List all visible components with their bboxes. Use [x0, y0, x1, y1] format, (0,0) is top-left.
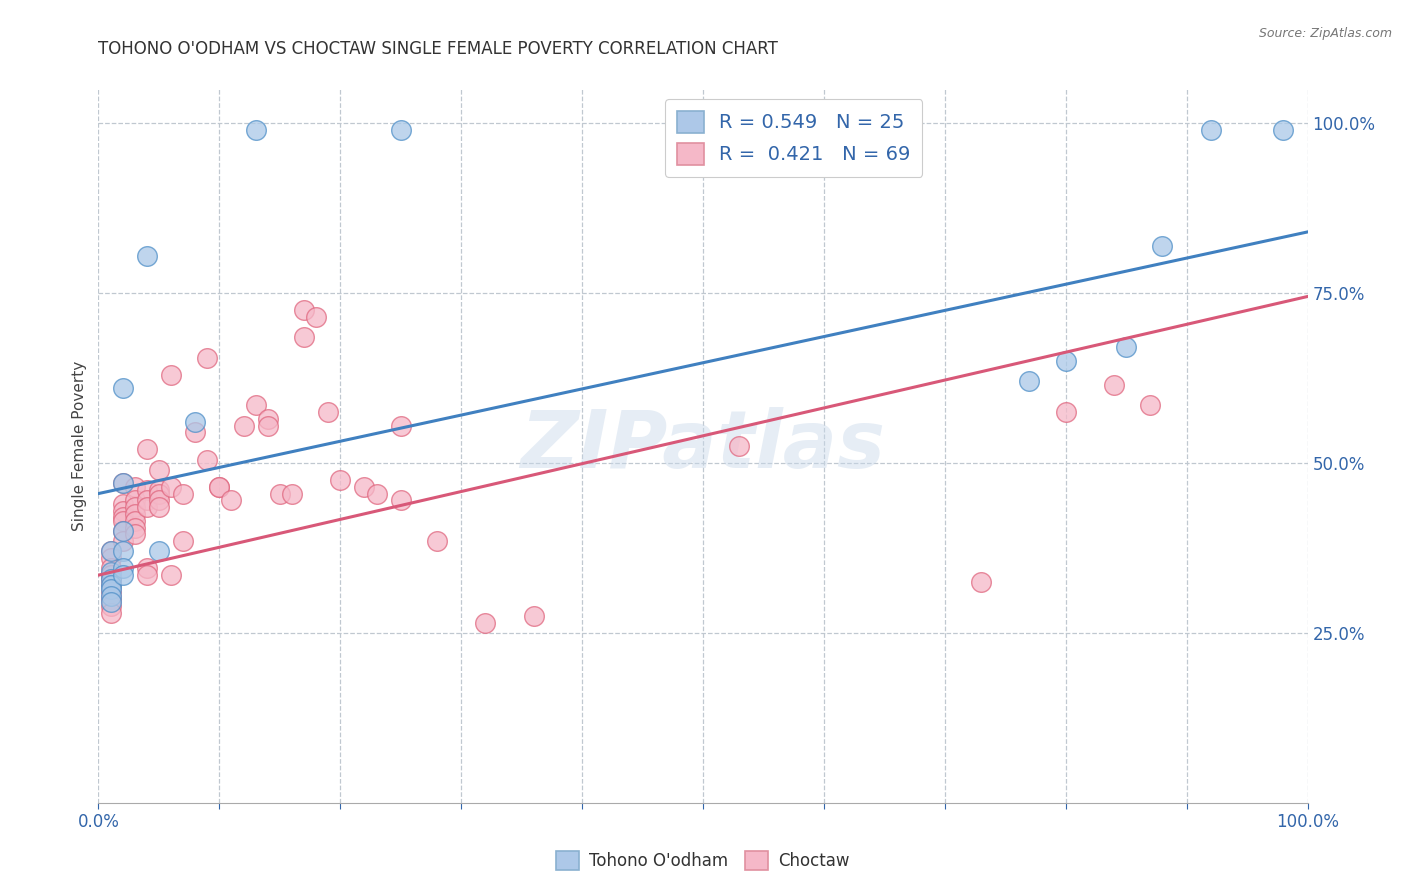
Point [135, 442, 157, 457]
Point [124, 527, 146, 541]
Point [135, 249, 157, 263]
Point [135, 561, 157, 575]
Point [100, 599, 122, 613]
Point [148, 483, 170, 498]
Point [1272, 123, 1295, 137]
Point [1054, 405, 1077, 419]
Point [172, 486, 194, 500]
Point [111, 497, 134, 511]
Point [100, 578, 122, 592]
Point [245, 398, 267, 412]
Point [172, 534, 194, 549]
Point [135, 568, 157, 582]
Point [100, 544, 122, 558]
Point [208, 480, 231, 494]
Point [148, 500, 170, 515]
Text: Source: ZipAtlas.com: Source: ZipAtlas.com [1258, 27, 1392, 40]
Point [1139, 398, 1161, 412]
Point [100, 589, 122, 603]
Point [160, 480, 183, 494]
Point [100, 551, 122, 566]
Point [111, 544, 134, 558]
Point [426, 534, 449, 549]
Point [111, 534, 134, 549]
Point [100, 561, 122, 575]
Point [111, 381, 134, 395]
Point [195, 351, 218, 365]
Point [474, 615, 496, 630]
Point [135, 493, 157, 508]
Point [305, 310, 328, 324]
Point [160, 368, 183, 382]
Point [111, 476, 134, 491]
Point [111, 524, 134, 538]
Point [135, 500, 157, 515]
Point [124, 507, 146, 521]
Point [135, 483, 157, 498]
Point [124, 520, 146, 534]
Point [1054, 354, 1077, 368]
Point [1115, 341, 1137, 355]
Y-axis label: Single Female Poverty: Single Female Poverty [72, 361, 87, 531]
Point [269, 486, 291, 500]
Text: ZIPatlas: ZIPatlas [520, 407, 886, 485]
Point [281, 486, 304, 500]
Point [195, 452, 218, 467]
Point [366, 486, 388, 500]
Point [100, 595, 122, 609]
Point [1102, 377, 1125, 392]
Point [256, 412, 278, 426]
Point [1018, 375, 1040, 389]
Point [124, 500, 146, 515]
Point [111, 503, 134, 517]
Point [873, 123, 896, 137]
Point [389, 493, 412, 508]
Point [100, 544, 122, 558]
Point [100, 585, 122, 599]
Point [100, 565, 122, 579]
Point [111, 510, 134, 524]
Point [111, 514, 134, 528]
Point [148, 544, 170, 558]
Point [1199, 123, 1222, 137]
Point [221, 493, 243, 508]
Point [100, 591, 122, 606]
Point [100, 568, 122, 582]
Point [389, 418, 412, 433]
Text: TOHONO O'ODHAM VS CHOCTAW SINGLE FEMALE POVERTY CORRELATION CHART: TOHONO O'ODHAM VS CHOCTAW SINGLE FEMALE … [98, 40, 779, 58]
Point [292, 303, 315, 318]
Point [232, 418, 254, 433]
Point [111, 476, 134, 491]
Point [148, 486, 170, 500]
Legend: Tohono O'odham, Choctaw: Tohono O'odham, Choctaw [550, 844, 856, 877]
Point [208, 480, 231, 494]
Point [148, 493, 170, 508]
Point [100, 572, 122, 586]
Point [124, 514, 146, 528]
Point [111, 568, 134, 582]
Point [256, 418, 278, 433]
Point [184, 425, 207, 440]
Point [100, 606, 122, 620]
Point [184, 415, 207, 429]
Point [353, 480, 375, 494]
Point [124, 493, 146, 508]
Point [316, 405, 339, 419]
Point [111, 524, 134, 538]
Point [728, 439, 751, 453]
Point [111, 561, 134, 575]
Point [523, 608, 546, 623]
Point [124, 480, 146, 494]
Point [100, 572, 122, 586]
Point [160, 568, 183, 582]
Point [100, 582, 122, 596]
Point [148, 463, 170, 477]
Point [100, 578, 122, 592]
Point [389, 123, 412, 137]
Point [245, 123, 267, 137]
Point [1152, 238, 1174, 252]
Point [970, 574, 993, 589]
Point [292, 330, 315, 344]
Point [329, 473, 352, 487]
